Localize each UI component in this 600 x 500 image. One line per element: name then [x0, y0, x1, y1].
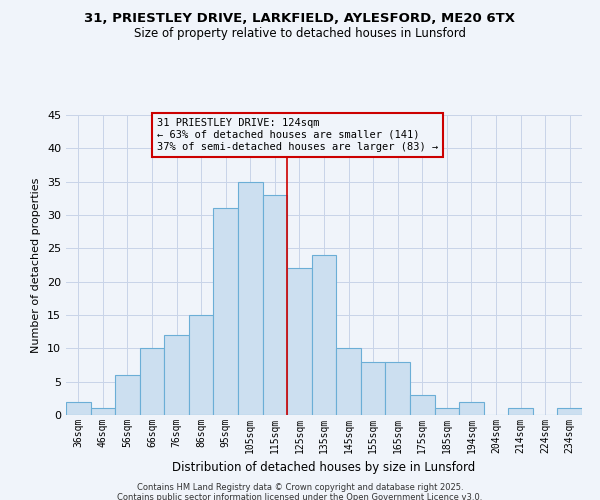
Bar: [434, 408, 459, 415]
Text: Contains public sector information licensed under the Open Government Licence v3: Contains public sector information licen…: [118, 492, 482, 500]
Bar: [312, 255, 336, 415]
Text: Size of property relative to detached houses in Lunsford: Size of property relative to detached ho…: [134, 28, 466, 40]
Bar: [91, 408, 115, 415]
Bar: [385, 362, 410, 415]
Bar: [410, 395, 434, 415]
Bar: [164, 335, 189, 415]
Bar: [263, 195, 287, 415]
Bar: [140, 348, 164, 415]
Bar: [238, 182, 263, 415]
X-axis label: Distribution of detached houses by size in Lunsford: Distribution of detached houses by size …: [172, 462, 476, 474]
Bar: [459, 402, 484, 415]
Y-axis label: Number of detached properties: Number of detached properties: [31, 178, 41, 352]
Bar: [66, 402, 91, 415]
Text: Contains HM Land Registry data © Crown copyright and database right 2025.: Contains HM Land Registry data © Crown c…: [137, 482, 463, 492]
Bar: [508, 408, 533, 415]
Bar: [115, 375, 140, 415]
Bar: [189, 315, 214, 415]
Bar: [336, 348, 361, 415]
Bar: [361, 362, 385, 415]
Bar: [287, 268, 312, 415]
Text: 31, PRIESTLEY DRIVE, LARKFIELD, AYLESFORD, ME20 6TX: 31, PRIESTLEY DRIVE, LARKFIELD, AYLESFOR…: [85, 12, 515, 26]
Bar: [557, 408, 582, 415]
Bar: [214, 208, 238, 415]
Text: 31 PRIESTLEY DRIVE: 124sqm
← 63% of detached houses are smaller (141)
37% of sem: 31 PRIESTLEY DRIVE: 124sqm ← 63% of deta…: [157, 118, 438, 152]
